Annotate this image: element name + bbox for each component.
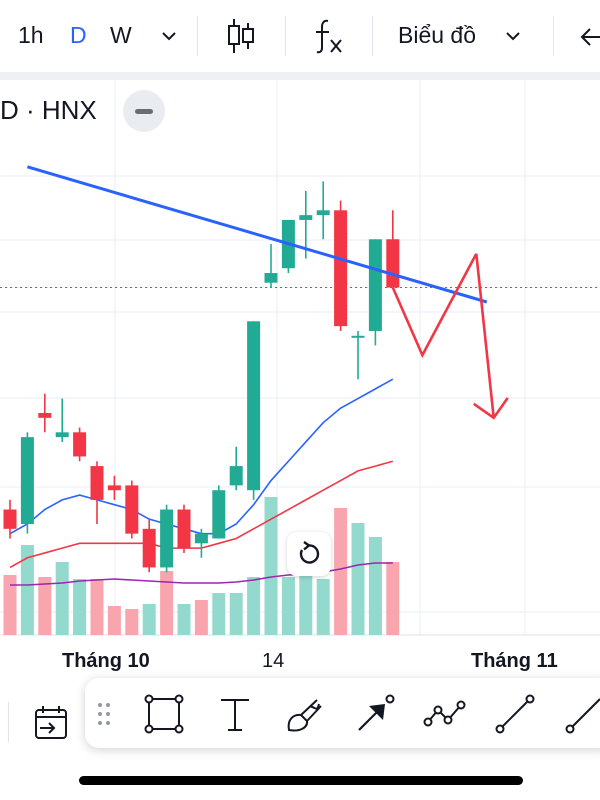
home-indicator bbox=[79, 776, 523, 785]
volume-bar bbox=[351, 523, 365, 635]
bottom-left-panel bbox=[0, 682, 90, 752]
volume-bar bbox=[125, 609, 139, 635]
candles-icon[interactable] bbox=[226, 18, 256, 61]
candle-body bbox=[316, 210, 330, 216]
chevron-down-icon[interactable] bbox=[160, 22, 178, 52]
volume-bar bbox=[90, 579, 104, 635]
price-chart[interactable] bbox=[0, 0, 600, 680]
brush-icon[interactable] bbox=[283, 692, 327, 736]
volume-bar bbox=[177, 604, 191, 635]
candle-body bbox=[264, 273, 278, 283]
x-axis-label: Tháng 10 bbox=[62, 650, 150, 672]
interval-w-button[interactable]: W bbox=[110, 22, 132, 48]
ray-line-icon[interactable] bbox=[563, 692, 600, 736]
fx-icon[interactable] bbox=[313, 18, 345, 61]
volume-bar bbox=[316, 579, 330, 635]
candle-body bbox=[142, 528, 156, 568]
chevron-down-icon[interactable] bbox=[504, 22, 522, 52]
path-icon[interactable] bbox=[423, 692, 467, 736]
candle-body bbox=[3, 509, 17, 529]
interval-1h-button[interactable]: 1h bbox=[18, 22, 44, 48]
volume-bar bbox=[386, 562, 400, 635]
volume-bar bbox=[194, 600, 208, 635]
toolbar-divider bbox=[553, 16, 554, 56]
drawing-tools-panel bbox=[85, 678, 600, 748]
candle-body bbox=[73, 432, 87, 457]
candle-body bbox=[351, 335, 365, 338]
rotate-icon bbox=[299, 541, 320, 564]
candle-body bbox=[334, 210, 348, 327]
symbol-label: D · HNX bbox=[0, 95, 97, 125]
projection-path bbox=[391, 253, 478, 359]
arrow-left-icon[interactable] bbox=[580, 24, 600, 54]
candle-body bbox=[55, 432, 69, 438]
candle-body bbox=[20, 437, 34, 524]
candle-body bbox=[247, 321, 261, 491]
volume-bar bbox=[212, 593, 226, 635]
volume-bar bbox=[107, 606, 121, 635]
volume-bar bbox=[3, 575, 17, 635]
volume-bar bbox=[229, 593, 243, 635]
trend-line bbox=[26, 165, 488, 304]
candle-body bbox=[386, 239, 400, 288]
volume-bar bbox=[160, 571, 174, 635]
user-drawings bbox=[26, 165, 509, 420]
rectangle-icon[interactable] bbox=[142, 692, 186, 736]
reset-chart-button[interactable] bbox=[287, 532, 331, 576]
candles bbox=[3, 181, 400, 573]
toolbar-divider-bar bbox=[0, 72, 600, 80]
volume-bar bbox=[38, 577, 52, 635]
toolbar-divider bbox=[372, 16, 373, 56]
candle-body bbox=[90, 466, 104, 500]
volume-bar bbox=[142, 604, 156, 635]
minus-icon bbox=[135, 109, 153, 114]
candle-body bbox=[160, 509, 174, 568]
arrow-icon[interactable] bbox=[353, 692, 397, 736]
volume-bar bbox=[334, 508, 348, 635]
calendar-goto-icon[interactable] bbox=[32, 704, 70, 747]
volume-bar bbox=[73, 579, 87, 635]
candle-body bbox=[299, 215, 313, 220]
candle-body bbox=[229, 466, 243, 486]
volume-bar bbox=[264, 497, 278, 635]
toolbar-divider bbox=[197, 16, 198, 56]
moving-averages bbox=[0, 287, 600, 569]
volume-bar bbox=[281, 577, 295, 635]
candle-body bbox=[177, 509, 191, 549]
candle-body bbox=[38, 413, 52, 418]
volume-pane bbox=[3, 497, 400, 635]
chart-menu-button[interactable]: Biểu đồ bbox=[398, 22, 477, 48]
text-icon[interactable] bbox=[213, 692, 257, 736]
candle-body bbox=[194, 533, 208, 544]
projection-arrow-line bbox=[475, 253, 496, 418]
drag-handle-icon[interactable] bbox=[97, 702, 111, 731]
x-axis-label: Tháng 11 bbox=[471, 650, 558, 672]
trend-line-icon[interactable] bbox=[493, 692, 537, 736]
candle-body bbox=[368, 239, 382, 331]
volume-bar bbox=[20, 545, 34, 635]
volume-bar bbox=[368, 537, 382, 635]
panel-divider bbox=[8, 702, 9, 742]
volume-bar bbox=[247, 577, 261, 635]
volume-bar bbox=[55, 562, 69, 635]
collapse-legend-button[interactable] bbox=[123, 90, 165, 132]
toolbar-divider bbox=[285, 16, 286, 56]
top-toolbar: 1h D W Biểu đồ bbox=[0, 0, 600, 72]
x-axis-label: 14 bbox=[262, 650, 285, 672]
candle-body bbox=[212, 490, 226, 539]
interval-d-button[interactable]: D bbox=[70, 22, 87, 48]
volume-bar bbox=[299, 571, 313, 635]
candle-body bbox=[125, 485, 139, 534]
candle-body bbox=[107, 485, 121, 491]
projection-arrow-head bbox=[472, 397, 509, 420]
